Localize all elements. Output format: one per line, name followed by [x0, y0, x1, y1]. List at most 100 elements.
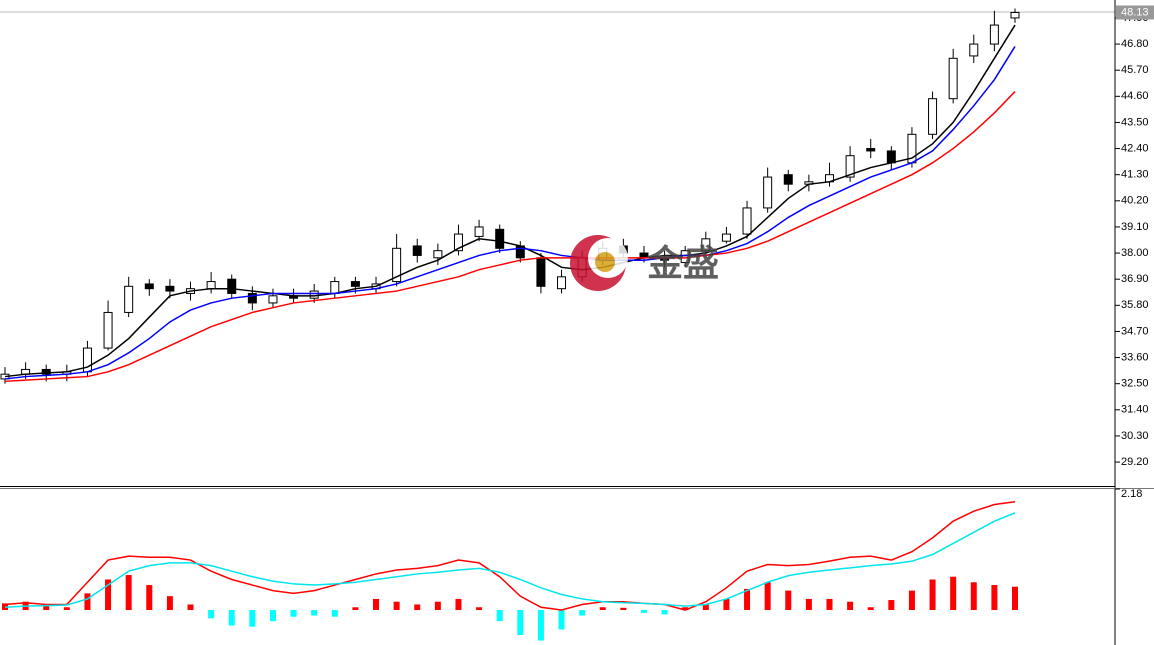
- candle-body: [227, 278, 237, 294]
- candle-body: [350, 281, 360, 287]
- histogram-bar: [1012, 586, 1018, 611]
- candle-body: [453, 233, 463, 252]
- histogram-bar: [84, 593, 91, 611]
- histogram-bar: [414, 604, 421, 611]
- histogram-bar: [208, 610, 215, 619]
- histogram-bar: [805, 598, 812, 611]
- histogram-bar: [455, 598, 462, 611]
- candle-body: [433, 250, 443, 259]
- watermark: 金盛: [646, 243, 719, 284]
- histogram-bar: [908, 590, 915, 611]
- y-tick-label: 2.18: [1121, 488, 1142, 500]
- histogram-bar: [970, 582, 977, 611]
- candle-body: [268, 295, 278, 304]
- candle-body: [206, 281, 216, 290]
- y-tick-label: 29.20: [1121, 456, 1149, 468]
- histogram-bar: [702, 604, 709, 611]
- histogram-bar: [146, 585, 153, 611]
- histogram-bar: [847, 601, 854, 611]
- candle-body: [495, 228, 505, 249]
- candle-body: [247, 292, 257, 304]
- candle-body: [886, 150, 896, 164]
- histogram-bar: [744, 588, 751, 611]
- candle-body: [701, 238, 711, 252]
- logo-dot: [595, 252, 615, 272]
- histogram-bar: [785, 590, 792, 611]
- histogram-bar: [311, 610, 318, 616]
- macd-line: [4, 512, 1016, 608]
- y-tick-label: 43.50: [1121, 116, 1149, 128]
- candle-body: [412, 245, 422, 256]
- y-tick-label: 44.60: [1121, 90, 1149, 102]
- y-tick-label: 34.70: [1121, 325, 1149, 337]
- candle-body: [124, 285, 134, 313]
- histogram-bar: [290, 610, 297, 617]
- y-tick-label: 31.40: [1121, 404, 1149, 416]
- histogram-bar: [373, 598, 380, 611]
- y-tick-label: 35.80: [1121, 299, 1149, 311]
- y-tick-label: 45.70: [1121, 64, 1149, 76]
- candle-body: [165, 285, 175, 292]
- y-tick-label: 32.50: [1121, 378, 1149, 390]
- histogram-bar: [640, 610, 647, 613]
- histogram-bar: [888, 600, 895, 611]
- y-tick-label: 41.30: [1121, 169, 1149, 181]
- candle-body: [845, 155, 855, 178]
- histogram-bar: [352, 607, 359, 611]
- ma-line: [4, 91, 1016, 383]
- candle-body: [330, 281, 340, 294]
- histogram-bar: [991, 585, 998, 611]
- histogram-bar: [620, 607, 627, 611]
- histogram-bar: [517, 610, 524, 636]
- histogram-bar: [125, 575, 132, 611]
- y-tick-label: 36.90: [1121, 273, 1149, 285]
- candle-body: [928, 98, 938, 135]
- histogram-bar: [579, 610, 586, 616]
- histogram-bar: [187, 604, 194, 611]
- histogram-bar: [43, 604, 50, 611]
- histogram-bar: [661, 610, 668, 615]
- y-tick-label: 42.40: [1121, 142, 1149, 154]
- y-tick-label: 30.30: [1121, 430, 1149, 442]
- histogram-bar: [537, 610, 544, 641]
- histogram-bar: [496, 610, 503, 622]
- histogram-bar: [476, 607, 483, 611]
- candle-body: [536, 257, 546, 287]
- histogram-bar: [269, 610, 276, 622]
- histogram-bar: [393, 601, 400, 611]
- candle-body: [309, 290, 319, 299]
- histogram-bar: [558, 610, 565, 630]
- histogram-bar: [723, 598, 730, 611]
- histogram-bar: [228, 610, 235, 626]
- candle-body: [763, 176, 773, 209]
- candle-body: [742, 207, 752, 235]
- candle-body: [392, 247, 402, 283]
- histogram-bar: [867, 607, 874, 611]
- macd-line: [4, 501, 1016, 611]
- candle-body: [103, 311, 113, 349]
- histogram-bar: [950, 576, 957, 611]
- candle-body: [948, 57, 958, 100]
- candle-body: [783, 174, 793, 185]
- candle-body: [144, 283, 154, 290]
- histogram-bar: [682, 607, 689, 611]
- logo: 金盛: [570, 235, 719, 291]
- y-tick-label: 46.80: [1121, 38, 1149, 50]
- histogram-bar: [826, 598, 833, 611]
- y-tick-label: 40.20: [1121, 195, 1149, 207]
- histogram-bar: [166, 596, 173, 611]
- last-price-box: [1116, 5, 1154, 20]
- candle-body: [969, 43, 979, 57]
- histogram-bar: [764, 582, 771, 611]
- y-tick-label: 39.10: [1121, 221, 1149, 233]
- candle-body: [474, 226, 484, 237]
- histogram-bar: [599, 607, 606, 611]
- histogram-bar: [63, 607, 70, 611]
- candle-body: [1010, 11, 1020, 19]
- histogram-bar: [929, 579, 936, 611]
- ma-line: [4, 46, 1016, 380]
- candle-body: [989, 24, 999, 45]
- histogram-bar: [105, 579, 112, 611]
